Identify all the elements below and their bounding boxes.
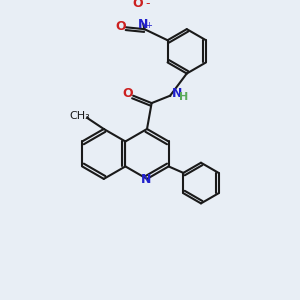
Text: -: - xyxy=(145,0,149,10)
Text: N: N xyxy=(138,18,149,31)
Text: +: + xyxy=(146,21,152,30)
Text: H: H xyxy=(179,92,189,102)
Text: O: O xyxy=(115,20,126,33)
Text: N: N xyxy=(141,173,151,186)
Text: N: N xyxy=(171,87,182,101)
Text: O: O xyxy=(122,87,133,101)
Text: O: O xyxy=(133,0,143,10)
Text: CH₃: CH₃ xyxy=(69,111,90,121)
